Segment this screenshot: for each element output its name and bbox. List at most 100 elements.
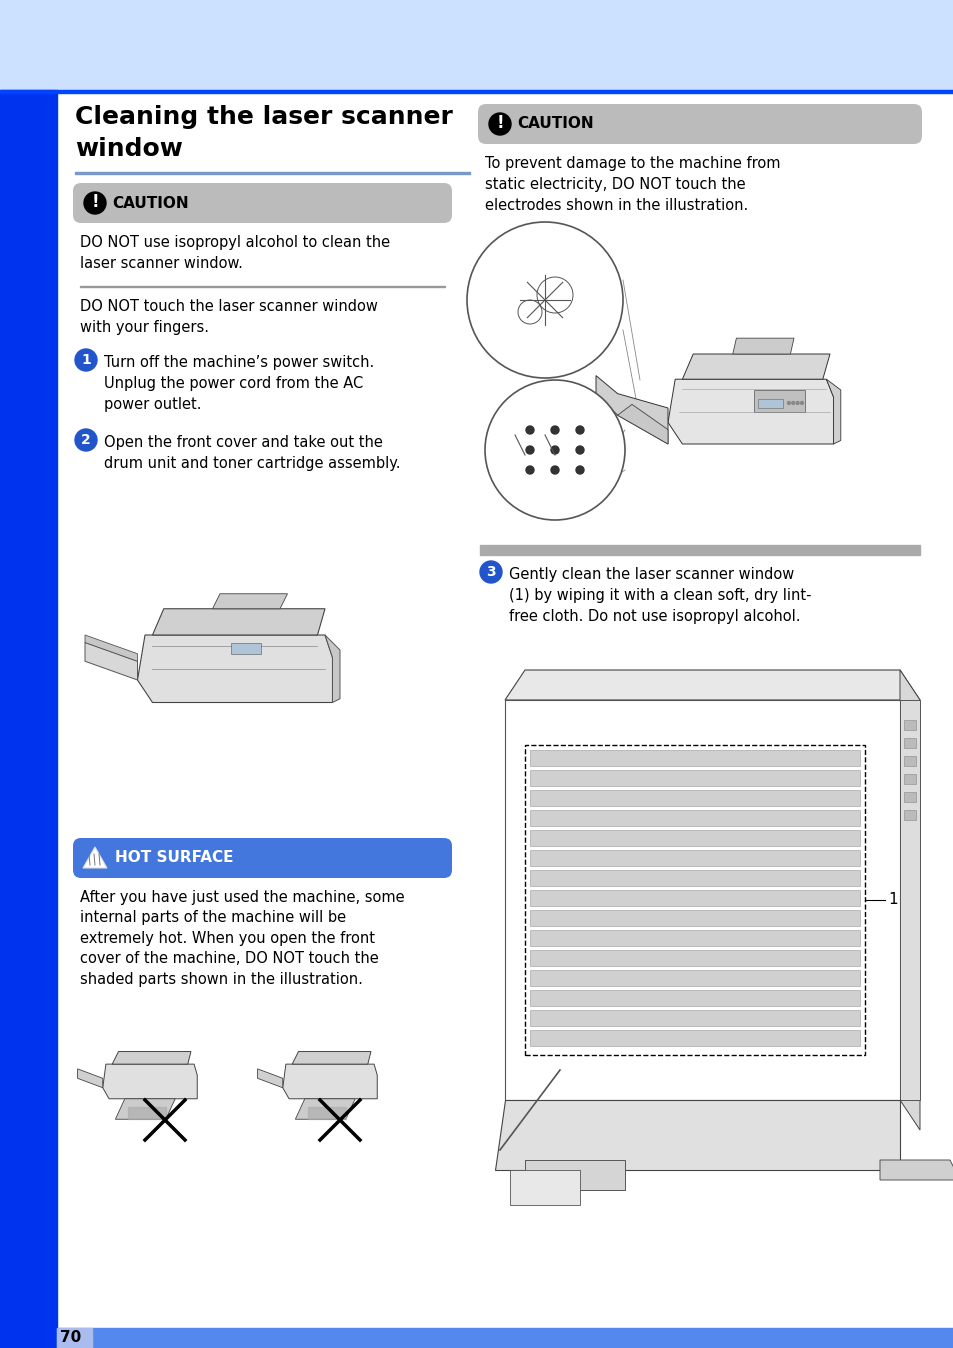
Bar (308, 1107, 345, 1119)
Circle shape (75, 349, 97, 371)
Bar (0, 90, 953, 93)
Bar (530, 930, 859, 946)
Circle shape (479, 561, 501, 582)
Polygon shape (257, 1069, 282, 1088)
Text: CAUTION: CAUTION (112, 195, 189, 210)
Polygon shape (292, 1051, 371, 1064)
Circle shape (576, 426, 583, 434)
Bar (903, 810, 915, 820)
Bar (530, 950, 859, 967)
Text: DO NOT touch the laser scanner window
with your fingers.: DO NOT touch the laser scanner window wi… (80, 299, 377, 336)
Bar (231, 643, 261, 654)
Polygon shape (879, 1161, 953, 1180)
Bar (530, 749, 859, 766)
Circle shape (551, 466, 558, 474)
Polygon shape (667, 379, 833, 443)
Bar (530, 890, 859, 906)
Text: CAUTION: CAUTION (517, 116, 593, 132)
Bar (75, 173, 470, 174)
Circle shape (84, 191, 106, 214)
FancyBboxPatch shape (73, 838, 452, 878)
FancyBboxPatch shape (477, 104, 921, 144)
Polygon shape (325, 635, 339, 702)
Text: !: ! (496, 115, 503, 132)
Bar (530, 989, 859, 1006)
Polygon shape (103, 1064, 197, 1099)
FancyBboxPatch shape (73, 183, 452, 222)
Bar (903, 756, 915, 766)
Bar (530, 851, 859, 865)
Polygon shape (295, 1099, 355, 1119)
Text: After you have just used the machine, some
internal parts of the machine will be: After you have just used the machine, so… (80, 890, 404, 987)
Polygon shape (152, 609, 325, 635)
Polygon shape (137, 635, 333, 702)
Bar (903, 774, 915, 785)
Text: DO NOT use isopropyl alcohol to clean the
laser scanner window.: DO NOT use isopropyl alcohol to clean th… (80, 235, 390, 271)
Bar (479, 545, 919, 555)
Bar (530, 770, 859, 786)
Text: 70: 70 (60, 1330, 81, 1345)
Polygon shape (495, 1100, 899, 1170)
Bar (57, 1328, 91, 1348)
Text: Cleaning the laser scanner: Cleaning the laser scanner (75, 105, 453, 129)
Circle shape (576, 466, 583, 474)
Bar (57, 1328, 953, 1348)
Polygon shape (732, 338, 793, 355)
Circle shape (576, 446, 583, 454)
Text: 1: 1 (81, 353, 91, 367)
Polygon shape (825, 379, 840, 443)
Circle shape (489, 113, 511, 135)
Bar (510, 1170, 579, 1205)
Bar (0, 0, 953, 90)
Circle shape (525, 426, 534, 434)
Circle shape (796, 402, 799, 404)
Text: To prevent damage to the machine from
static electricity, DO NOT touch the
elect: To prevent damage to the machine from st… (484, 156, 780, 213)
Bar (530, 869, 859, 886)
Polygon shape (77, 1069, 103, 1088)
Bar (758, 399, 782, 408)
Text: 2: 2 (81, 433, 91, 448)
Polygon shape (83, 847, 107, 868)
Bar (530, 1010, 859, 1026)
Circle shape (484, 380, 624, 520)
Text: Open the front cover and take out the
drum unit and toner cartridge assembly.: Open the front cover and take out the dr… (104, 435, 400, 470)
Text: window: window (75, 137, 183, 160)
Polygon shape (282, 1064, 376, 1099)
Circle shape (551, 446, 558, 454)
Bar (128, 1107, 166, 1119)
Bar (530, 830, 859, 847)
Polygon shape (504, 670, 919, 700)
Bar (0, 90, 57, 1348)
Bar (504, 700, 899, 1100)
Bar (899, 700, 919, 1100)
Bar (903, 720, 915, 731)
Bar (754, 390, 804, 411)
Bar (524, 745, 864, 1055)
Circle shape (75, 429, 97, 452)
Bar (530, 790, 859, 806)
Text: HOT SURFACE: HOT SURFACE (115, 851, 233, 865)
Circle shape (467, 222, 622, 377)
Bar (903, 793, 915, 802)
Polygon shape (85, 643, 137, 679)
Text: Turn off the machine’s power switch.
Unplug the power cord from the AC
power out: Turn off the machine’s power switch. Unp… (104, 355, 374, 412)
Text: !: ! (91, 193, 99, 212)
Text: Gently clean the laser scanner window
(1) by wiping it with a clean soft, dry li: Gently clean the laser scanner window (1… (509, 568, 811, 624)
Bar (524, 1161, 624, 1190)
Circle shape (786, 402, 790, 404)
Polygon shape (596, 376, 667, 443)
Polygon shape (899, 670, 919, 1130)
Polygon shape (85, 635, 137, 662)
Circle shape (791, 402, 794, 404)
Polygon shape (617, 404, 667, 443)
Bar (530, 810, 859, 826)
Circle shape (525, 466, 534, 474)
Text: 1: 1 (887, 892, 897, 907)
Polygon shape (681, 355, 829, 379)
Circle shape (800, 402, 802, 404)
Circle shape (525, 446, 534, 454)
Bar (903, 737, 915, 748)
Polygon shape (213, 593, 287, 609)
Bar (530, 910, 859, 926)
Polygon shape (115, 1099, 175, 1119)
